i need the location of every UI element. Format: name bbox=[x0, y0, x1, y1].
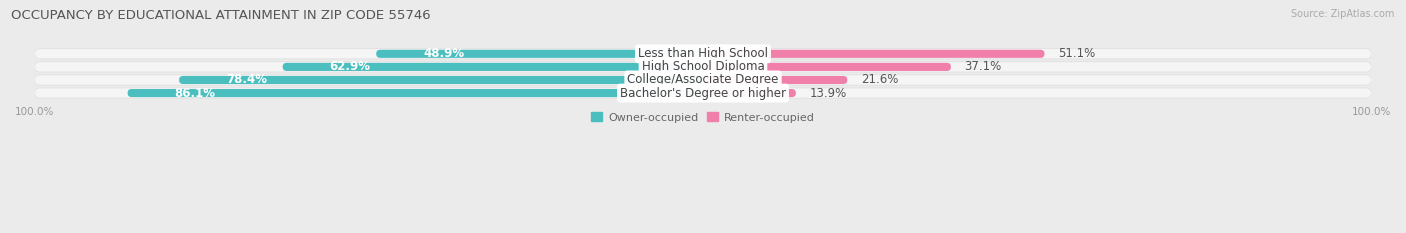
Text: 48.9%: 48.9% bbox=[423, 47, 464, 60]
Text: OCCUPANCY BY EDUCATIONAL ATTAINMENT IN ZIP CODE 55746: OCCUPANCY BY EDUCATIONAL ATTAINMENT IN Z… bbox=[11, 9, 430, 22]
FancyBboxPatch shape bbox=[35, 88, 1371, 98]
FancyBboxPatch shape bbox=[703, 76, 848, 84]
Legend: Owner-occupied, Renter-occupied: Owner-occupied, Renter-occupied bbox=[586, 108, 820, 127]
FancyBboxPatch shape bbox=[283, 63, 703, 71]
FancyBboxPatch shape bbox=[703, 50, 1045, 58]
Text: Less than High School: Less than High School bbox=[638, 47, 768, 60]
FancyBboxPatch shape bbox=[377, 50, 703, 58]
FancyBboxPatch shape bbox=[179, 76, 703, 84]
Text: 86.1%: 86.1% bbox=[174, 87, 215, 99]
Text: 78.4%: 78.4% bbox=[226, 73, 267, 86]
Text: 51.1%: 51.1% bbox=[1057, 47, 1095, 60]
Text: 37.1%: 37.1% bbox=[965, 60, 1001, 73]
FancyBboxPatch shape bbox=[703, 63, 950, 71]
Text: 62.9%: 62.9% bbox=[329, 60, 370, 73]
Text: Source: ZipAtlas.com: Source: ZipAtlas.com bbox=[1291, 9, 1395, 19]
Text: College/Associate Degree: College/Associate Degree bbox=[627, 73, 779, 86]
Text: 13.9%: 13.9% bbox=[810, 87, 846, 99]
FancyBboxPatch shape bbox=[35, 75, 1371, 85]
Text: High School Diploma: High School Diploma bbox=[641, 60, 765, 73]
Text: Bachelor's Degree or higher: Bachelor's Degree or higher bbox=[620, 87, 786, 99]
FancyBboxPatch shape bbox=[35, 62, 1371, 72]
FancyBboxPatch shape bbox=[35, 49, 1371, 59]
Text: 21.6%: 21.6% bbox=[860, 73, 898, 86]
FancyBboxPatch shape bbox=[703, 89, 796, 97]
FancyBboxPatch shape bbox=[128, 89, 703, 97]
